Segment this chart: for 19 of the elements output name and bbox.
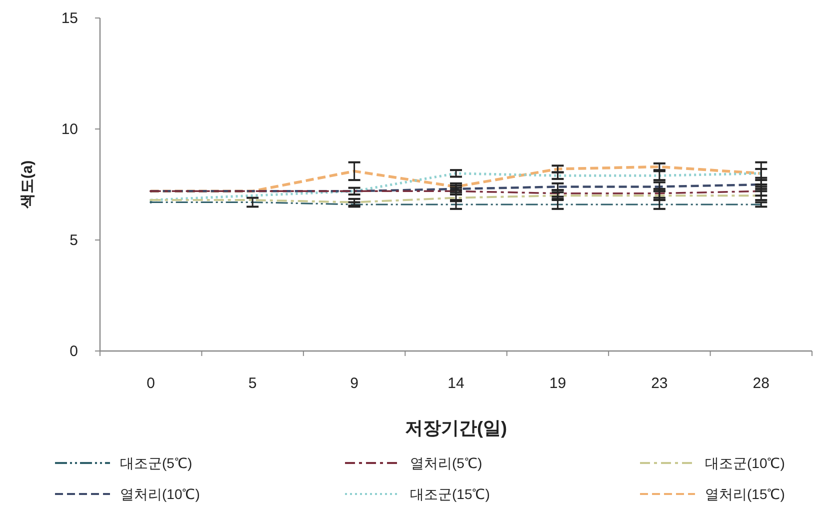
legend-label: 열처리(15℃) [705, 486, 785, 502]
y-tick-label: 15 [61, 10, 78, 27]
x-tick-label: 28 [752, 375, 770, 392]
legend-label: 대조군(15℃) [410, 486, 490, 502]
x-tick-label: 5 [248, 375, 257, 392]
legend-label: 대조군(5℃) [120, 455, 192, 471]
x-tick-label: 0 [146, 375, 156, 392]
x-tick-label: 9 [350, 375, 358, 392]
y-tick-label: 0 [70, 343, 78, 360]
y-tick-label: 10 [61, 121, 78, 138]
legend-label: 열처리(10℃) [120, 486, 200, 502]
x-tick-label: 14 [448, 375, 464, 392]
x-axis-title: 저장기간(일) [405, 418, 507, 438]
y-tick-label: 5 [70, 232, 78, 249]
x-tick-label: 19 [549, 375, 566, 392]
y-axis-title: 색도(a) [19, 160, 36, 210]
legend-label: 열처리(5℃) [410, 455, 482, 471]
x-tick-label: 23 [651, 375, 668, 392]
legend-label: 대조군(10℃) [705, 455, 785, 471]
